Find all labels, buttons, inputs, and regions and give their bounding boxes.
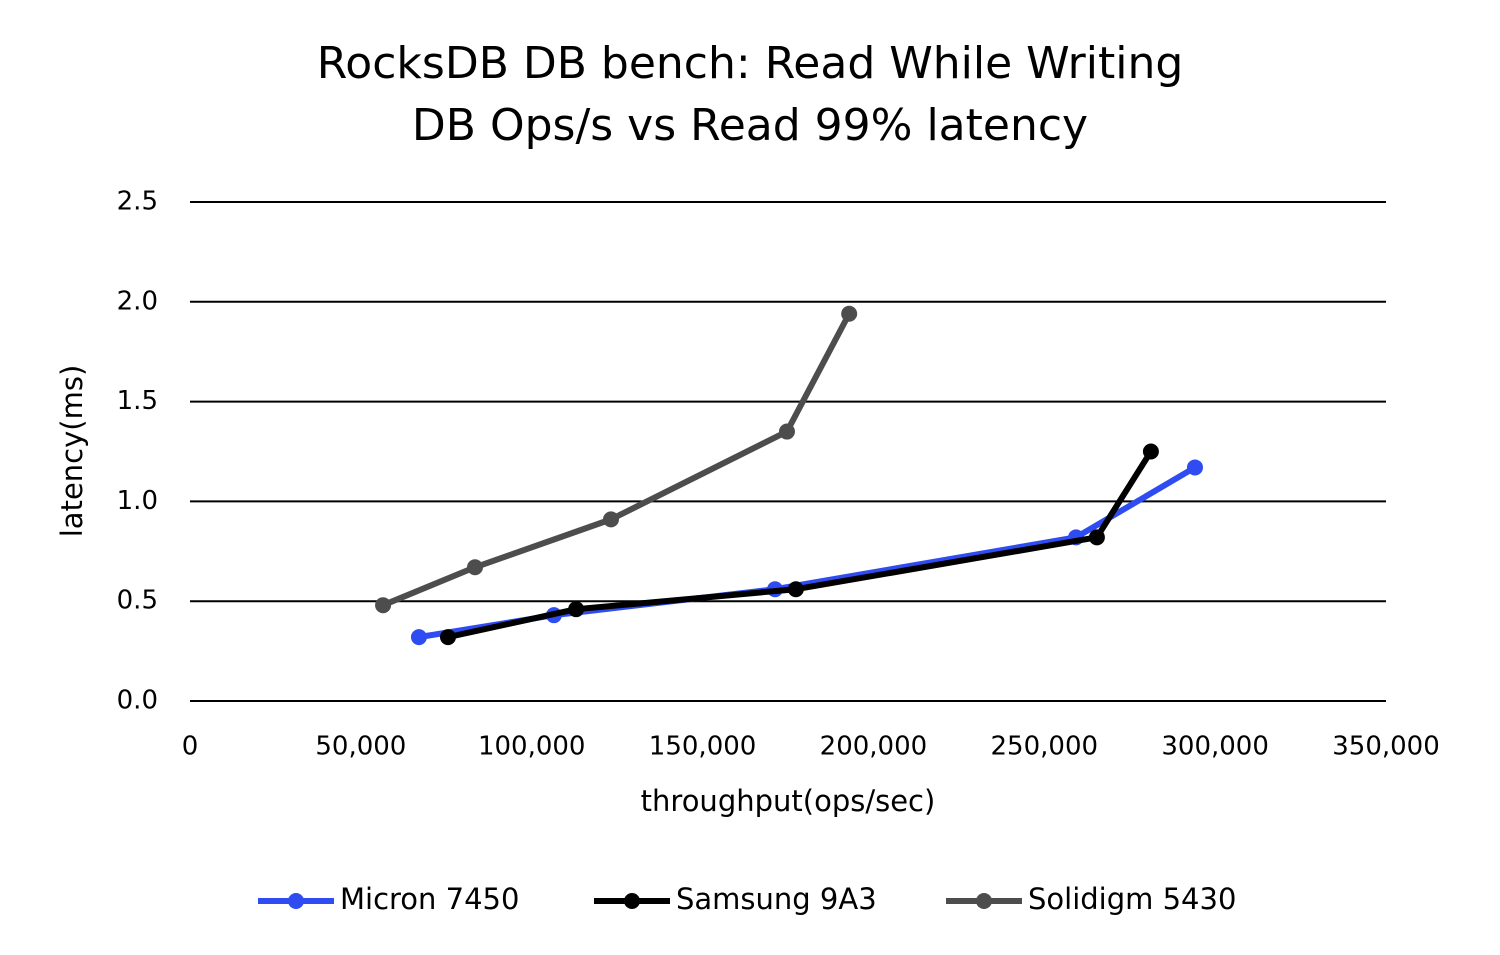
data-point: [410, 629, 427, 646]
y-tick-label: 1.5: [117, 386, 158, 416]
y-tick-label: 1.0: [117, 486, 158, 516]
data-point: [841, 305, 858, 322]
y-tick-label: 0.5: [117, 586, 158, 616]
data-point: [1186, 459, 1203, 476]
chart-title: RocksDB DB bench: Read While Writing: [317, 38, 1184, 89]
y-tick-label: 2.0: [117, 286, 158, 316]
y-axis-label: latency(ms): [55, 365, 89, 538]
x-tick-label: 300,000: [1161, 732, 1269, 762]
chart-title: DB Ops/s vs Read 99% latency: [412, 100, 1088, 151]
x-tick-label: 100,000: [478, 732, 586, 762]
data-point: [568, 601, 585, 618]
x-axis-label: throughput(ops/sec): [641, 784, 936, 818]
data-point: [787, 581, 804, 598]
data-point: [778, 423, 795, 440]
data-point: [1142, 443, 1159, 460]
legend-label: Samsung 9A3: [676, 882, 877, 916]
series-line: [418, 464, 1197, 641]
data-point: [439, 629, 456, 646]
x-tick-label: 0: [182, 732, 199, 762]
legend-marker: [976, 893, 992, 909]
x-tick-label: 250,000: [991, 732, 1099, 762]
series-line: [381, 312, 852, 608]
y-tick-label: 2.5: [117, 187, 158, 217]
x-tick-label: 350,000: [1332, 732, 1440, 762]
data-point: [375, 597, 392, 614]
x-tick-label: 50,000: [315, 732, 406, 762]
legend-marker: [624, 893, 640, 909]
x-tick-label: 200,000: [820, 732, 928, 762]
data-point: [602, 511, 619, 528]
data-point: [466, 559, 483, 576]
y-tick-label: 0.0: [117, 686, 158, 716]
legend-label: Solidigm 5430: [1028, 882, 1236, 916]
data-point: [1088, 529, 1105, 546]
legend-marker: [288, 893, 304, 909]
legend-label: Micron 7450: [340, 882, 519, 916]
x-tick-label: 150,000: [649, 732, 757, 762]
